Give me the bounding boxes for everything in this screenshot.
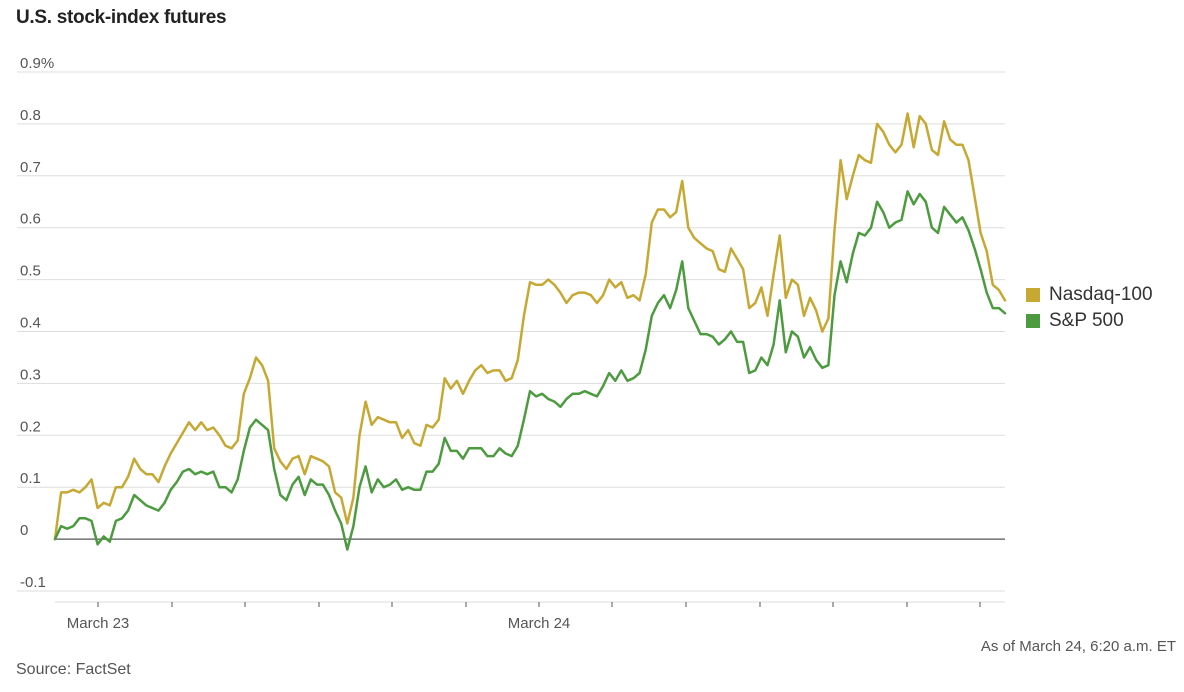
x-tick-label: March 23 — [67, 615, 130, 632]
y-tick-label: 0 — [20, 522, 28, 539]
y-tick-label: 0.9% — [20, 55, 54, 72]
legend-item-sp500: S&P 500 — [1026, 308, 1153, 334]
y-tick-label: 0.3 — [20, 366, 41, 383]
nasdaq-100-line — [53, 112, 1007, 541]
legend-item-nasdaq: Nasdaq-100 — [1026, 282, 1153, 308]
y-tick-label: 0.7 — [20, 159, 41, 176]
legend-swatch-sp500 — [1026, 314, 1040, 328]
sp500-line — [53, 190, 1007, 551]
legend-swatch-nasdaq — [1026, 288, 1040, 302]
chart-title: U.S. stock-index futures — [16, 7, 227, 28]
as-of-note: As of March 24, 6:20 a.m. ET — [980, 638, 1176, 655]
y-tick-label: -0.1 — [20, 574, 46, 591]
legend: Nasdaq-100 S&P 500 — [1026, 282, 1153, 334]
x-tick-label: March 24 — [508, 615, 571, 632]
y-tick-label: 0.5 — [20, 263, 41, 280]
grid-lines — [17, 71, 1005, 592]
source-note: Source: FactSet — [16, 661, 131, 678]
y-tick-label: 0.8 — [20, 107, 41, 124]
legend-label-sp500: S&P 500 — [1049, 310, 1124, 331]
series-lines — [53, 112, 1007, 551]
x-axis: March 23 March 24 — [55, 601, 1005, 632]
y-axis-tick-labels: 0.9% 0.8 0.7 0.6 0.5 0.4 0.3 0.2 0.1 0 -0.1 — [20, 55, 54, 591]
y-tick-label: 0.6 — [20, 211, 41, 228]
y-tick-label: 0.1 — [20, 470, 41, 487]
y-tick-label: 0.4 — [20, 315, 41, 332]
y-tick-label: 0.2 — [20, 418, 41, 435]
legend-label-nasdaq: Nasdaq-100 — [1049, 284, 1153, 305]
